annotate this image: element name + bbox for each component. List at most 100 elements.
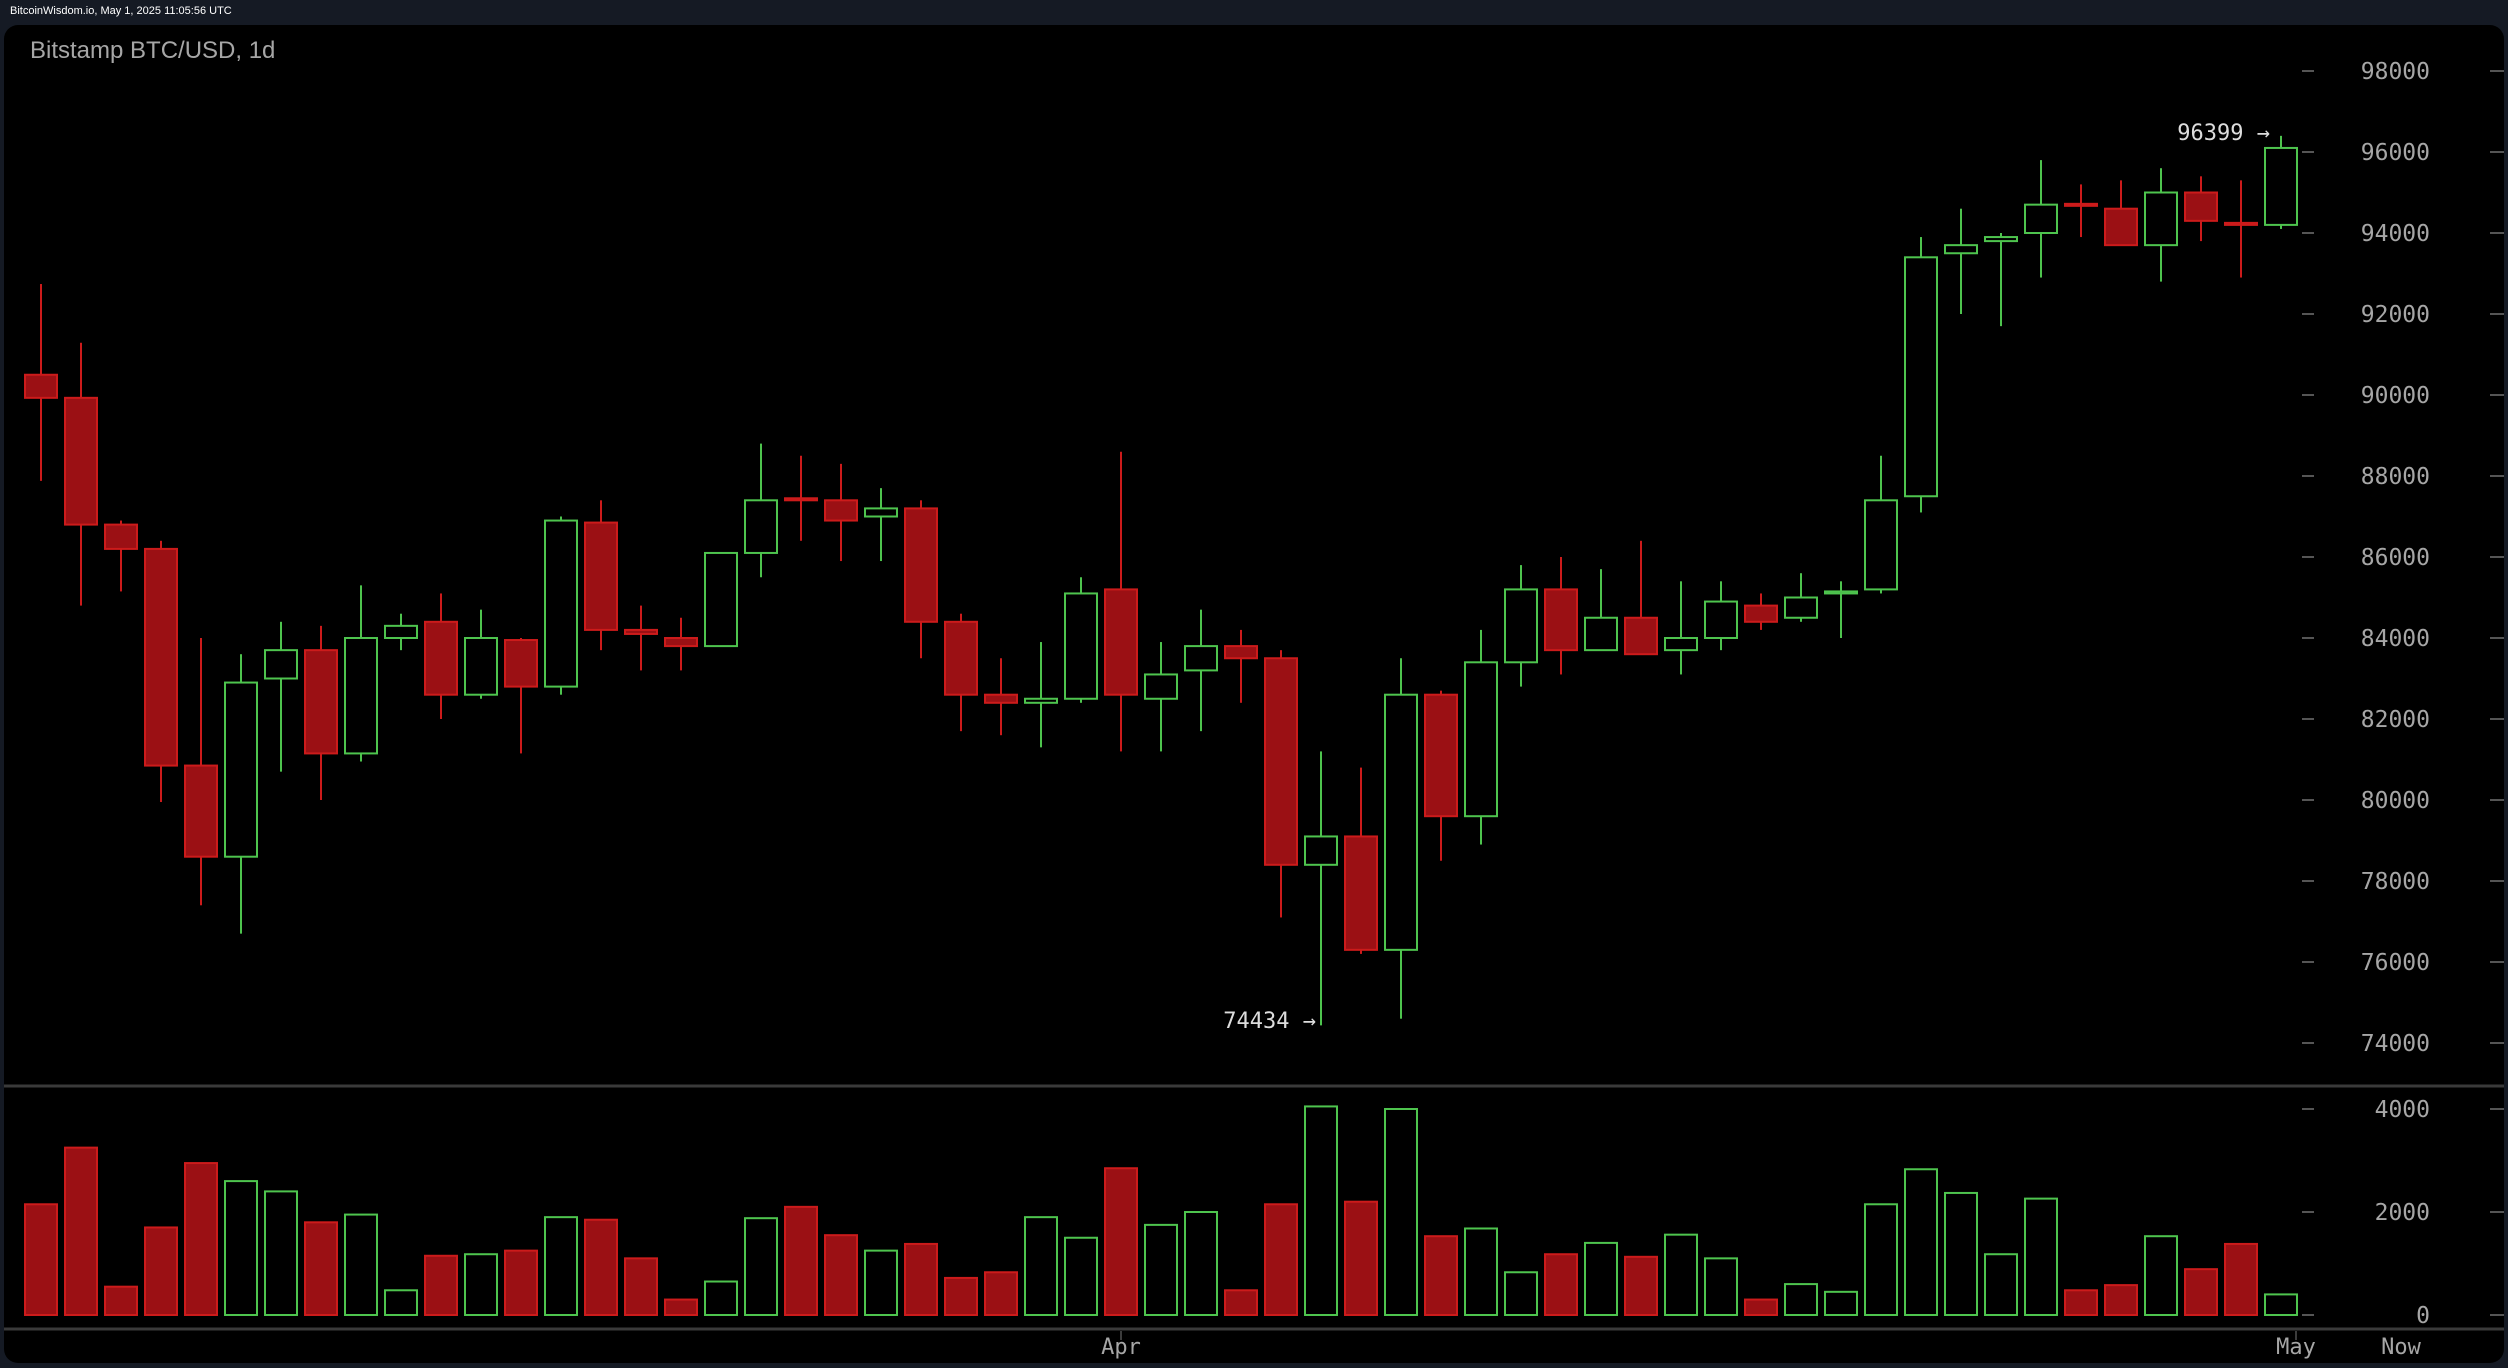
volume-bar[interactable]: [2064, 1289, 2098, 1317]
volume-bar[interactable]: [1064, 1236, 1098, 1316]
candle-up[interactable]: [1184, 609, 1218, 732]
candle-down[interactable]: [424, 593, 458, 719]
volume-bar[interactable]: [1264, 1203, 1298, 1317]
candle-down[interactable]: [504, 638, 538, 754]
candle-up[interactable]: [1144, 642, 1178, 752]
candle-down[interactable]: [2224, 180, 2258, 278]
candle-down[interactable]: [184, 638, 218, 906]
volume-bar[interactable]: [104, 1285, 138, 1317]
candle-down[interactable]: [304, 625, 338, 800]
candle-down[interactable]: [1624, 540, 1658, 656]
candle-down[interactable]: [1424, 690, 1458, 861]
volume-bar[interactable]: [1384, 1108, 1418, 1316]
candle-up[interactable]: [2264, 135, 2298, 229]
candle-down[interactable]: [664, 617, 698, 671]
volume-bar[interactable]: [584, 1218, 618, 1316]
candle-up[interactable]: [1704, 581, 1738, 651]
candle-up[interactable]: [1064, 577, 1098, 703]
volume-bar[interactable]: [424, 1254, 458, 1317]
candle-up[interactable]: [1584, 569, 1618, 652]
volume-bar[interactable]: [2104, 1284, 2138, 1317]
volume-bar[interactable]: [664, 1298, 698, 1317]
volume-bar[interactable]: [704, 1280, 738, 1317]
candle-down[interactable]: [104, 520, 138, 592]
volume-bar[interactable]: [2224, 1242, 2258, 1317]
candle-up[interactable]: [704, 551, 738, 648]
candle-up[interactable]: [1304, 751, 1338, 1026]
volume-bar[interactable]: [944, 1276, 978, 1317]
volume-bar[interactable]: [1144, 1223, 1178, 1316]
candle-up[interactable]: [1824, 581, 1858, 638]
candle-up[interactable]: [1464, 629, 1498, 845]
volume-bar[interactable]: [464, 1253, 498, 1316]
volume-bar[interactable]: [1904, 1168, 1938, 1316]
volume-bar[interactable]: [264, 1190, 298, 1317]
candle-down[interactable]: [1544, 557, 1578, 675]
volume-bar[interactable]: [1824, 1290, 1858, 1316]
candle-down[interactable]: [2184, 176, 2218, 242]
volume-bar[interactable]: [904, 1242, 938, 1317]
candle-down[interactable]: [784, 455, 818, 541]
candle-down[interactable]: [1744, 593, 1778, 630]
candle-down[interactable]: [1224, 629, 1258, 703]
candle-down[interactable]: [144, 540, 178, 803]
candle-up[interactable]: [744, 443, 778, 578]
candle-down[interactable]: [824, 463, 858, 562]
volume-bar[interactable]: [1424, 1235, 1458, 1316]
volume-bar[interactable]: [824, 1234, 858, 1317]
volume-bar[interactable]: [1584, 1241, 1618, 1317]
volume-bar[interactable]: [1744, 1298, 1778, 1317]
candle-up[interactable]: [1784, 573, 1818, 622]
candle-down[interactable]: [584, 500, 618, 651]
candle-down[interactable]: [2104, 180, 2138, 247]
candle-up[interactable]: [1384, 658, 1418, 1019]
candle-up[interactable]: [2144, 168, 2178, 282]
candle-down[interactable]: [2064, 184, 2098, 238]
volume-bar[interactable]: [1344, 1200, 1378, 1316]
volume-bar[interactable]: [1984, 1253, 2018, 1316]
candle-up[interactable]: [1864, 455, 1898, 594]
candle-down[interactable]: [1264, 650, 1298, 918]
volume-bar[interactable]: [744, 1217, 778, 1317]
candle-down[interactable]: [904, 500, 938, 659]
volume-bar[interactable]: [2144, 1235, 2178, 1316]
volume-bar[interactable]: [1704, 1257, 1738, 1316]
volume-bar[interactable]: [1944, 1191, 1978, 1316]
candle-down[interactable]: [984, 658, 1018, 736]
candle-down[interactable]: [24, 284, 58, 481]
volume-bar[interactable]: [1504, 1271, 1538, 1317]
volume-bar[interactable]: [1664, 1233, 1698, 1317]
volume-bar[interactable]: [24, 1203, 58, 1317]
volume-bar[interactable]: [984, 1271, 1018, 1317]
volume-bar[interactable]: [384, 1289, 418, 1317]
volume-bar[interactable]: [544, 1216, 578, 1317]
volume-bar[interactable]: [864, 1249, 898, 1316]
volume-bar[interactable]: [1104, 1167, 1138, 1316]
volume-bar[interactable]: [1224, 1289, 1258, 1317]
candle-down[interactable]: [944, 613, 978, 732]
volume-bar[interactable]: [2264, 1293, 2298, 1317]
candle-up[interactable]: [1504, 565, 1538, 687]
candle-up[interactable]: [1904, 237, 1938, 513]
candle-down[interactable]: [1104, 451, 1138, 752]
volume-bar[interactable]: [2024, 1197, 2058, 1316]
candle-up[interactable]: [224, 654, 258, 934]
candle-up[interactable]: [1024, 642, 1058, 748]
volume-bar[interactable]: [2184, 1268, 2218, 1317]
volume-bar[interactable]: [304, 1221, 338, 1317]
candle-up[interactable]: [1664, 581, 1698, 675]
candle-up[interactable]: [264, 621, 298, 772]
candle-up[interactable]: [864, 488, 898, 562]
volume-bar[interactable]: [184, 1162, 218, 1316]
volume-bar[interactable]: [344, 1213, 378, 1316]
volume-bar[interactable]: [1184, 1211, 1218, 1316]
volume-bar[interactable]: [1624, 1255, 1658, 1317]
volume-bar[interactable]: [64, 1146, 98, 1316]
volume-bar[interactable]: [784, 1205, 818, 1316]
candlestick-chart[interactable]: 74000 76000 78000 80000 82000 84000 86000 88000…: [4, 25, 2504, 1363]
volume-bar[interactable]: [1784, 1283, 1818, 1316]
volume-bar[interactable]: [1464, 1227, 1498, 1316]
candle-up[interactable]: [2024, 160, 2058, 278]
candle-up[interactable]: [544, 516, 578, 695]
candle-down[interactable]: [64, 342, 98, 606]
